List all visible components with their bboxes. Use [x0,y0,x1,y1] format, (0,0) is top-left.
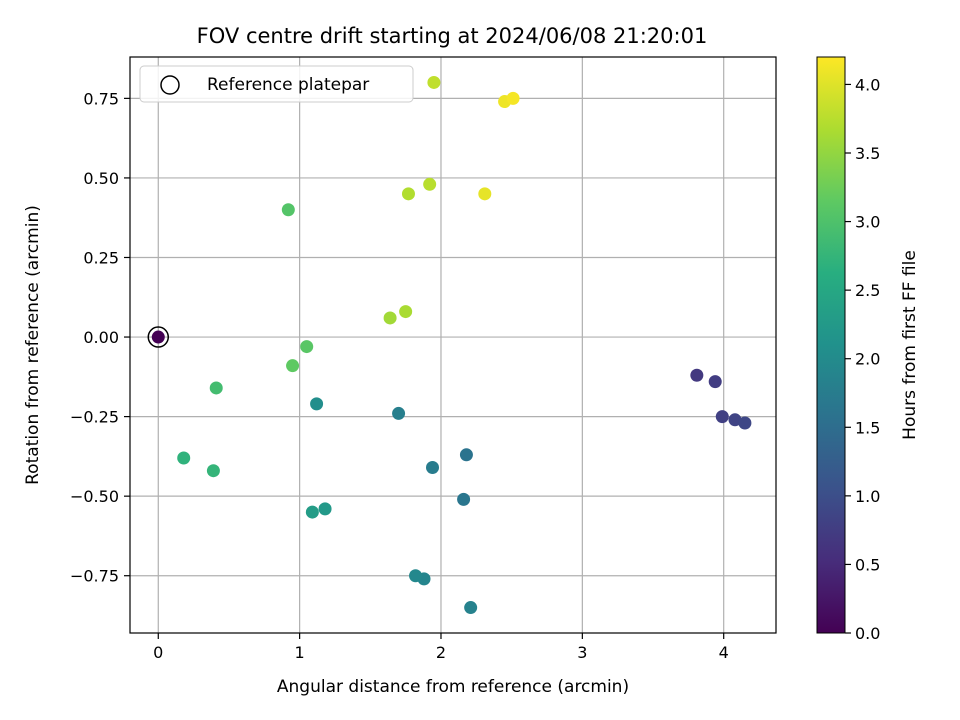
data-point [383,311,397,325]
legend: Reference platepar [139,65,414,103]
x-axis-ticks: 0 1 2 3 4 [153,633,729,662]
data-point [423,177,437,191]
x-tick-label: 0 [153,643,163,662]
colorbar-tick-label: 3.0 [855,213,880,232]
reference-marker [147,326,170,348]
data-point [457,492,471,506]
grid-lines [130,57,776,633]
colorbar-tick-label: 2.5 [855,281,880,300]
data-point [728,413,742,427]
data-point [392,406,406,420]
data-point [690,368,704,382]
data-point [286,359,300,373]
colorbar-tick-label: 1.0 [855,487,880,506]
data-point [209,381,223,395]
plot-frame [129,56,777,634]
chart-title: FOV centre drift starting at 2024/06/08 … [197,24,708,48]
data-point [310,397,324,411]
y-tick-label: −0.25 [70,408,119,427]
colorbar-tick-label: 4.0 [855,75,880,94]
colorbar-label: Hours from first FF file [900,250,920,440]
colorbar-tick-label: 1.5 [855,418,880,437]
data-point [715,410,729,424]
legend-entry-reference-platepar: Reference platepar [207,75,369,95]
y-tick-label: 0.00 [83,328,119,347]
colorbar-tick-label: 3.5 [855,144,880,163]
x-axis-label: Angular distance from reference (arcmin) [277,677,629,697]
data-point [459,448,473,462]
y-tick-label: −0.50 [70,487,119,506]
data-point [427,75,441,89]
colorbar-tick-label: 0.0 [855,624,880,643]
colorbar [816,56,846,634]
x-tick-label: 1 [295,643,305,662]
colorbar-tick-label: 0.5 [855,555,880,574]
scatter-points [147,75,752,615]
data-point [300,340,314,354]
data-point [206,464,220,478]
data-point [464,601,478,615]
data-point [506,91,520,105]
x-tick-label: 2 [436,643,446,662]
x-tick-label: 3 [577,643,587,662]
y-tick-label: 0.25 [83,248,119,267]
data-point [318,502,332,516]
data-point [478,187,492,201]
y-tick-label: 0.50 [83,169,119,188]
y-tick-label: −0.75 [70,567,119,586]
y-axis-ticks: −0.75 −0.50 −0.25 0.00 0.25 0.50 0.75 [70,89,130,586]
legend-marker-icon [160,75,180,95]
data-point [708,375,722,389]
legend-box [139,65,414,103]
data-point [151,330,165,344]
data-point [409,569,423,583]
data-point [738,416,752,430]
data-point [305,505,319,519]
y-tick-label: 0.75 [83,89,119,108]
data-point [426,461,440,475]
data-point [399,305,413,319]
y-axis-label: Rotation from reference (arcmin) [23,205,43,485]
colorbar-ticks: 0.0 0.5 1.0 1.5 2.0 2.5 3.0 3.5 4.0 [845,75,880,643]
data-point [281,203,295,217]
data-point [177,451,191,465]
colorbar-tick-label: 2.0 [855,350,880,369]
data-point [401,187,415,201]
x-tick-label: 4 [719,643,729,662]
